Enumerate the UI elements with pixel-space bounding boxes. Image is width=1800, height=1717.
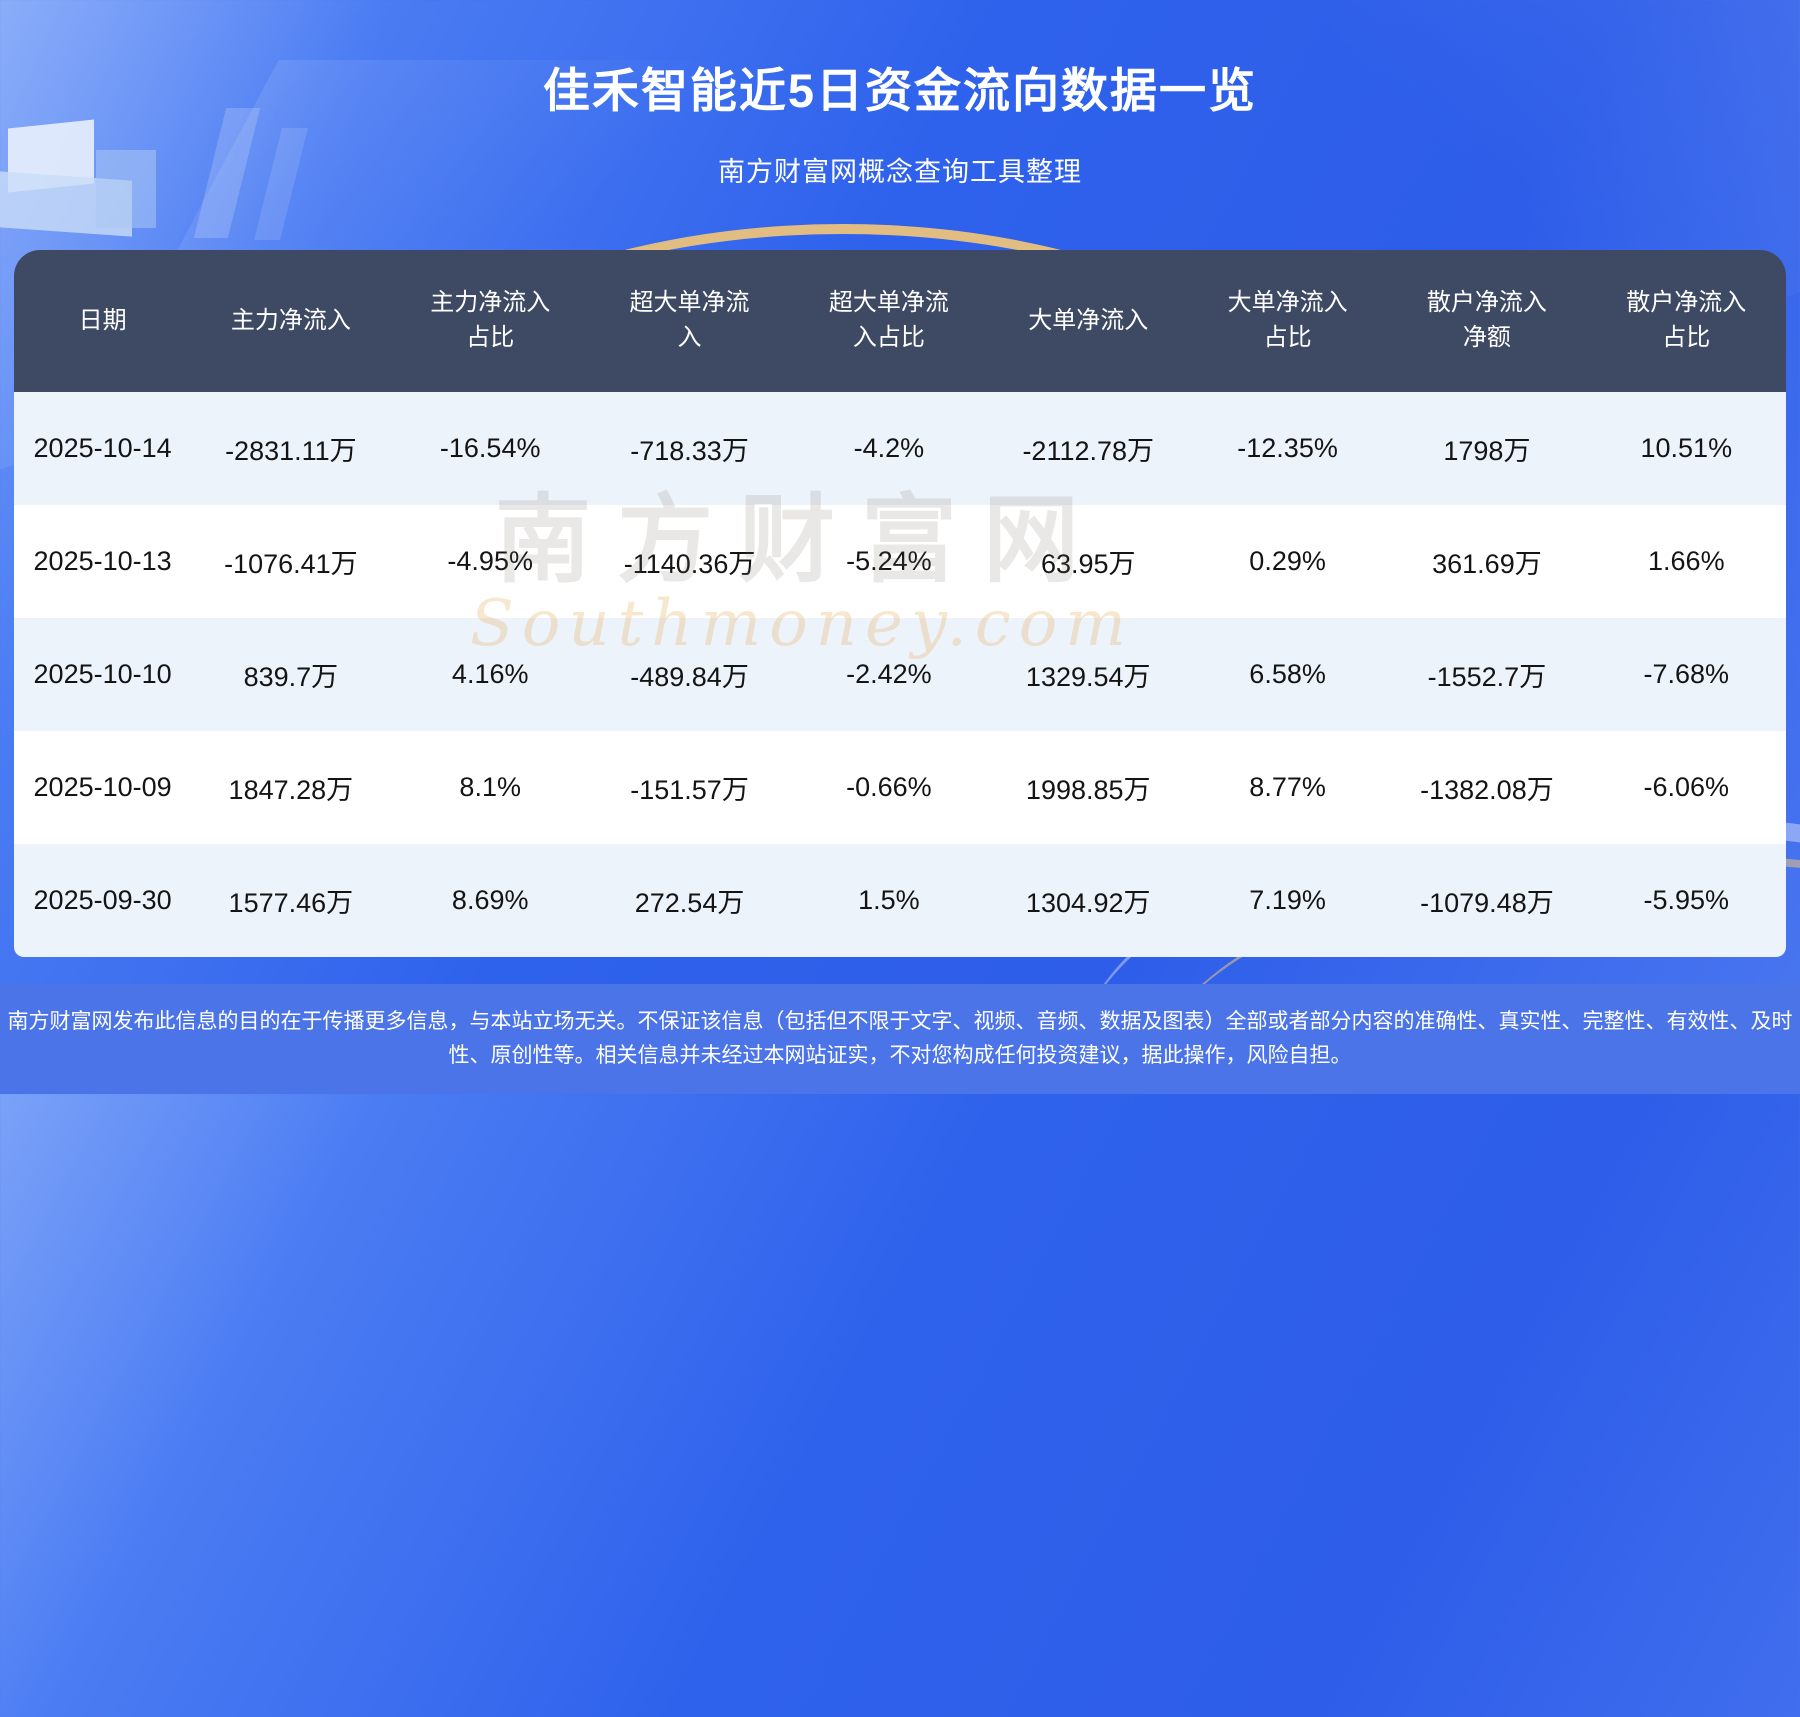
header-cell-date: 日期	[14, 250, 192, 392]
page-title: 佳禾智能近5日资金流向数据一览	[542, 64, 1258, 117]
cell-value: 272.54万	[634, 888, 745, 918]
table-header-row: 日期 主力净流入 主力净流入 占比 超大单净流 入 超大单净流 入占比 大单净流…	[14, 250, 1786, 392]
cell-value: -1382.08万	[1420, 775, 1554, 805]
cell-value: 1.66%	[1648, 546, 1725, 576]
cell-value: -4.95%	[447, 546, 533, 576]
cell-value: 0.29%	[1249, 546, 1326, 576]
table-row: 2025-10-13 -1076.41万 -4.95% -1140.36万 -5…	[14, 505, 1786, 618]
cell-value: -1079.48万	[1420, 888, 1554, 918]
cell-value: 1304.92万	[1025, 888, 1151, 918]
cell-date: 2025-09-30	[33, 885, 172, 915]
cell-value: -5.95%	[1643, 885, 1730, 915]
cell-value: 10.51%	[1640, 433, 1733, 463]
cell-value: 7.19%	[1249, 885, 1326, 915]
cell-value: 1577.46万	[228, 888, 354, 918]
fund-flow-table: 日期 主力净流入 主力净流入 占比 超大单净流 入 超大单净流 入占比 大单净流…	[14, 250, 1786, 957]
cell-value: 839.7万	[243, 662, 339, 692]
cell-value: 8.77%	[1249, 772, 1326, 802]
table-row: 2025-10-14 -2831.11万 -16.54% -718.33万 -4…	[14, 392, 1786, 505]
header-cell-main-net-inflow-ratio: 主力净流入 占比	[390, 250, 590, 392]
cell-value: -12.35%	[1237, 433, 1338, 463]
table-row: 2025-10-09 1847.28万 8.1% -151.57万 -0.66%…	[14, 731, 1786, 844]
cell-value: -718.33万	[630, 436, 749, 466]
cell-date: 2025-10-13	[33, 546, 172, 576]
cell-value: -4.2%	[853, 433, 925, 463]
cell-date: 2025-10-14	[33, 433, 172, 463]
header-cell-large-order-net-inflow: 大单净流入	[988, 250, 1188, 392]
cell-value: 1329.54万	[1025, 662, 1151, 692]
cell-date: 2025-10-09	[33, 772, 172, 802]
cell-value: -16.54%	[439, 433, 541, 463]
cell-value: -2831.11万	[225, 436, 357, 466]
header-cell-main-net-inflow: 主力净流入	[191, 250, 391, 392]
cell-value: 361.69万	[1432, 549, 1542, 579]
cell-value: 1998.85万	[1025, 775, 1151, 805]
cell-value: 6.58%	[1249, 659, 1326, 689]
cell-value: 8.69%	[451, 885, 529, 915]
cell-date: 2025-10-10	[33, 659, 172, 689]
cell-value: -7.68%	[1643, 659, 1730, 689]
header-cell-large-order-net-inflow-ratio: 大单净流入 占比	[1187, 250, 1388, 392]
cell-value: 1.5%	[858, 885, 920, 915]
table-row: 2025-10-10 839.7万 4.16% -489.84万 -2.42% …	[14, 618, 1786, 731]
cell-value: -151.57万	[630, 775, 749, 805]
header-cell-xl-order-net-inflow: 超大单净流 入	[589, 250, 790, 392]
table-row: 2025-09-30 1577.46万 8.69% 272.54万 1.5% 1…	[14, 844, 1786, 957]
cell-value: 1847.28万	[228, 775, 354, 805]
header-cell-retail-net-inflow-ratio: 散户净流入 占比	[1586, 250, 1786, 392]
cell-value: -0.66%	[846, 772, 932, 802]
cell-value: -1076.41万	[224, 549, 358, 579]
cell-value: 1798万	[1443, 436, 1531, 466]
cell-value: 63.95万	[1040, 549, 1136, 579]
cell-value: -1552.7万	[1427, 662, 1547, 692]
cell-value: -6.06%	[1643, 772, 1730, 802]
footer: 南方财富网发布此信息的目的在于传播更多信息，与本站立场无关。不保证该信息（包括但…	[0, 984, 1800, 1094]
header-cell-retail-net-inflow-amount: 散户净流入 净额	[1387, 250, 1587, 392]
cell-value: -1140.36万	[623, 549, 756, 579]
page-subtitle: 南方财富网概念查询工具整理	[718, 157, 1082, 187]
footer-disclaimer: 南方财富网发布此信息的目的在于传播更多信息，与本站立场无关。不保证该信息（包括但…	[7, 1010, 1793, 1067]
cell-value: -5.24%	[846, 546, 932, 576]
cell-value: -489.84万	[630, 662, 749, 692]
cell-value: -2.42%	[846, 659, 932, 689]
cell-value: 4.16%	[451, 659, 529, 689]
header-cell-xl-order-net-inflow-ratio: 超大单净流 入占比	[789, 250, 989, 392]
cell-value: 8.1%	[459, 772, 521, 802]
cell-value: -2112.78万	[1022, 436, 1155, 466]
